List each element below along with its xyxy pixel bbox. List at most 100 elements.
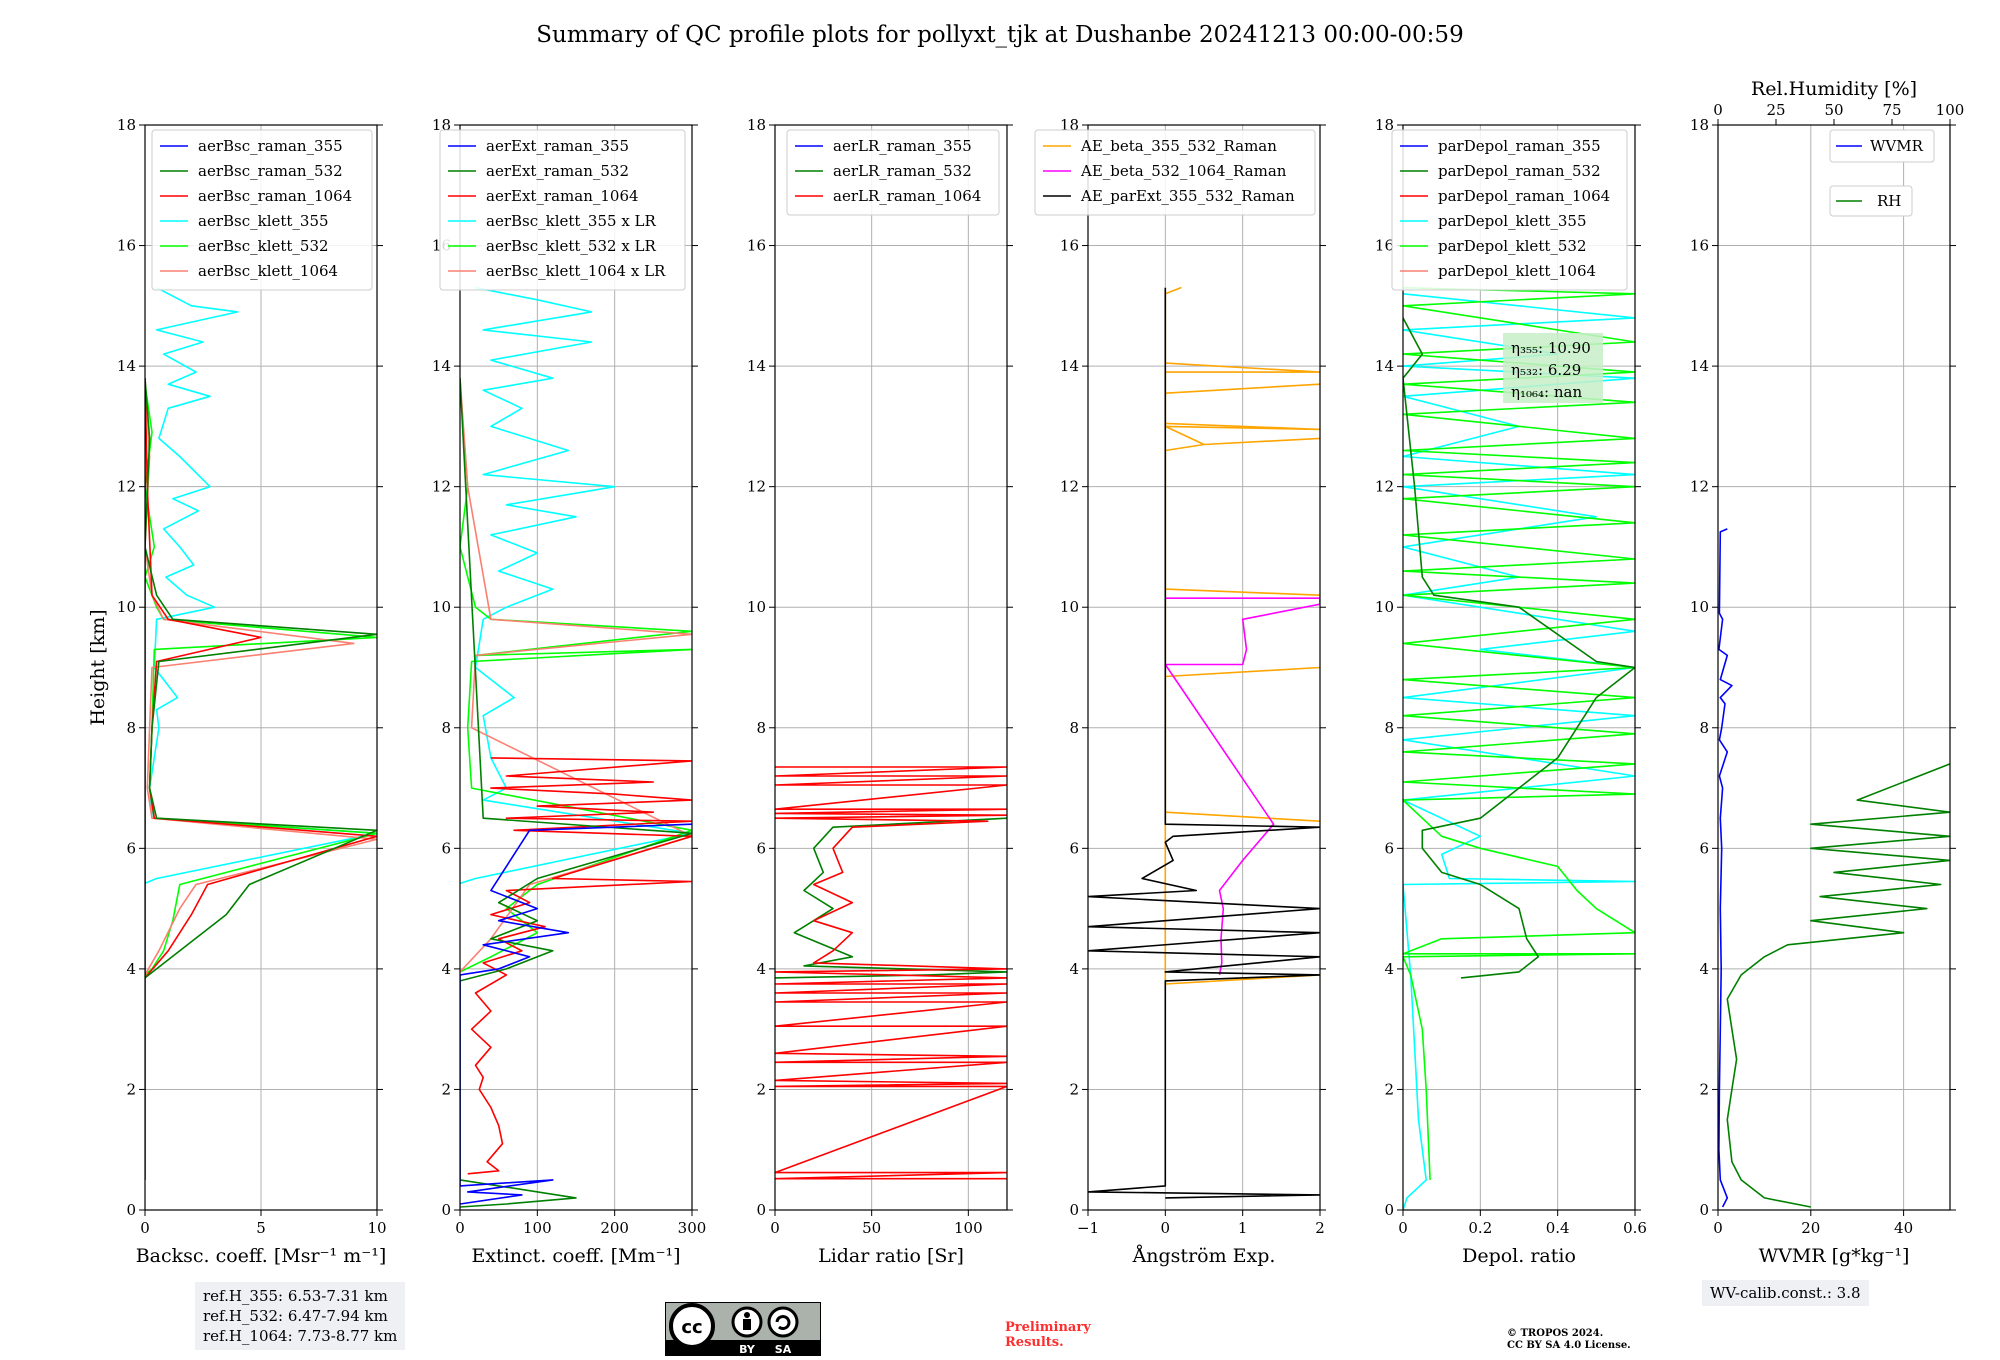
plot-frame [1717, 124, 1951, 1211]
y-tick-label: 6 [1069, 839, 1079, 857]
preliminary-line-2: Results. [1005, 1335, 1064, 1350]
y-tick-label: 18 [1690, 116, 1709, 134]
legend-label: aerBsc_klett_532 [198, 237, 329, 255]
series-line-aerBsc_raman_532 [145, 378, 377, 979]
y-axis-label: Height [km] [87, 609, 109, 725]
y-tick-label: 8 [1384, 719, 1394, 737]
eta-box [1503, 333, 1603, 403]
y-tick-label: 12 [747, 478, 766, 496]
x-tick-label: 20 [1801, 1219, 1820, 1237]
panel-backscatter: 0 2 4 6 8 10 12 14 16 18 0 5 10 Backsc. coeff. [Msr⁻¹… [87, 116, 387, 1267]
series-line-AE_beta_532_1064_Raman [1164, 597, 1320, 976]
legend-label: parDepol_raman_355 [1438, 137, 1601, 155]
x-tick-label: 0 [455, 1219, 465, 1237]
legend-label: parDepol_raman_1064 [1438, 187, 1610, 205]
y-tick-label: 2 [1384, 1080, 1394, 1098]
y-tick-label: 0 [1384, 1201, 1394, 1219]
legend-label: aerBsc_raman_532 [198, 162, 343, 180]
y-tick-label: 16 [747, 237, 766, 255]
y-tick-label: 18 [747, 116, 766, 134]
y-tick-label: 4 [126, 960, 136, 978]
series-line-parDepol_klett_532 [1403, 286, 1635, 1180]
legend-label: RH [1877, 192, 1901, 210]
x-tick-label: 100 [523, 1219, 552, 1237]
y-tick-label: 6 [441, 839, 451, 857]
svg-text:cc: cc [681, 1317, 702, 1338]
series-line-AE_beta_355_532_Raman [1164, 286, 1320, 985]
panel-lidar_ratio: 0 2 4 6 8 10 12 14 16 18 0 50 100 Lidar ratio [Sr] aer… [747, 116, 1013, 1267]
series-line-aerBsc_klett_1064 x LR [460, 378, 692, 973]
y-tick-label: 2 [441, 1080, 451, 1098]
figure-title: Summary of QC profile plots for pollyxt_… [536, 22, 1464, 48]
legend-label: aerBsc_klett_532 x LR [486, 237, 657, 255]
y-tick-label: 4 [1069, 960, 1079, 978]
x-tick-label: 0 [140, 1219, 150, 1237]
y-tick-label: 14 [117, 357, 136, 375]
top-x-tick-label: 0 [1713, 101, 1723, 119]
plot-frame [1087, 124, 1321, 1211]
y-tick-label: 8 [441, 719, 451, 737]
y-tick-label: 2 [1069, 1080, 1079, 1098]
eta-label: η₁₀₆₄: nan [1511, 383, 1582, 401]
legend-label: aerExt_raman_355 [486, 137, 629, 155]
series-line-parDepol_klett_355 [1403, 293, 1635, 1210]
wv-calibration-box: WV-calib.const.: 3.8 [1702, 1280, 1869, 1306]
legend-label: WVMR [1870, 137, 1924, 155]
top-x-tick-label: 100 [1936, 101, 1965, 119]
y-tick-label: 14 [1375, 357, 1394, 375]
top-x-tick-label: 50 [1824, 101, 1843, 119]
y-tick-label: 2 [126, 1080, 136, 1098]
series-line-aerExt_raman_1064 [467, 757, 692, 1175]
series-line-aerLR_raman_532 [775, 817, 1007, 979]
x-tick-label: 0 [1398, 1219, 1408, 1237]
legend: parDepol_raman_355 parDepol_raman_532 parD… [1391, 129, 1628, 291]
legend-label: AE_beta_355_532_Raman [1080, 137, 1277, 155]
x-axis-label: Ångström Exp. [1132, 1245, 1276, 1267]
x-tick-label: 300 [678, 1219, 707, 1237]
x-axis-label: WVMR [g*kg⁻¹] [1759, 1245, 1910, 1267]
eta-label: η₃₅₅: 10.90 [1511, 339, 1591, 357]
y-tick-label: 10 [117, 598, 136, 616]
legend-label: aerLR_raman_355 [833, 137, 972, 155]
y-tick-label: 10 [747, 598, 766, 616]
legend-label: aerBsc_klett_355 [198, 212, 329, 230]
x-tick-label: 0.2 [1468, 1219, 1492, 1237]
legend: aerLR_raman_355 aerLR_raman_532 aerLR_rama… [786, 129, 1000, 216]
x-tick-label: 0 [1161, 1219, 1171, 1237]
reference-heights-box: ref.H_355: 6.53-7.31 km ref.H_532: 6.47-… [195, 1282, 406, 1350]
x-axis-label: Backsc. coeff. [Msr⁻¹ m⁻¹] [136, 1245, 387, 1267]
y-tick-label: 16 [1375, 237, 1394, 255]
preliminary-line-1: Preliminary [1005, 1320, 1091, 1335]
y-tick-label: 8 [1699, 719, 1709, 737]
legend-label: aerLR_raman_532 [833, 162, 972, 180]
y-tick-label: 18 [1375, 116, 1394, 134]
panel-extinction: 0246810121416180100200300Extinct. coeff.… [432, 116, 706, 1267]
legend-box [1829, 185, 1913, 217]
series-group [1718, 528, 1950, 1208]
y-tick-label: 0 [1699, 1201, 1709, 1219]
x-tick-label: 0 [770, 1219, 780, 1237]
y-tick-label: 12 [432, 478, 451, 496]
x-tick-label: 5 [256, 1219, 266, 1237]
legend-label: aerBsc_raman_1064 [198, 187, 352, 205]
series-line-RH [1726, 763, 1950, 1208]
y-tick-label: 10 [1060, 598, 1079, 616]
legend-box [439, 129, 686, 291]
x-tick-label: 200 [600, 1219, 629, 1237]
series-group [460, 286, 692, 1208]
legend: AE_beta_355_532_Raman AE_beta_532_1064_Ra… [1034, 129, 1316, 216]
y-tick-label: 0 [1069, 1201, 1079, 1219]
series-group [1403, 286, 1635, 1210]
legend-box [786, 129, 1000, 216]
legend-label: aerBsc_klett_1064 x LR [486, 262, 666, 280]
legend-label: parDepol_klett_1064 [1438, 262, 1596, 280]
top-x-axis-label: Rel.Humidity [%] [1751, 78, 1917, 100]
series-group [1088, 286, 1320, 1199]
series-line-aerBsc_klett_1064 [145, 378, 377, 976]
legend-box [151, 129, 373, 291]
y-tick-label: 2 [1699, 1080, 1709, 1098]
y-tick-label: 4 [441, 960, 451, 978]
y-tick-label: 4 [756, 960, 766, 978]
y-tick-label: 0 [126, 1201, 136, 1219]
